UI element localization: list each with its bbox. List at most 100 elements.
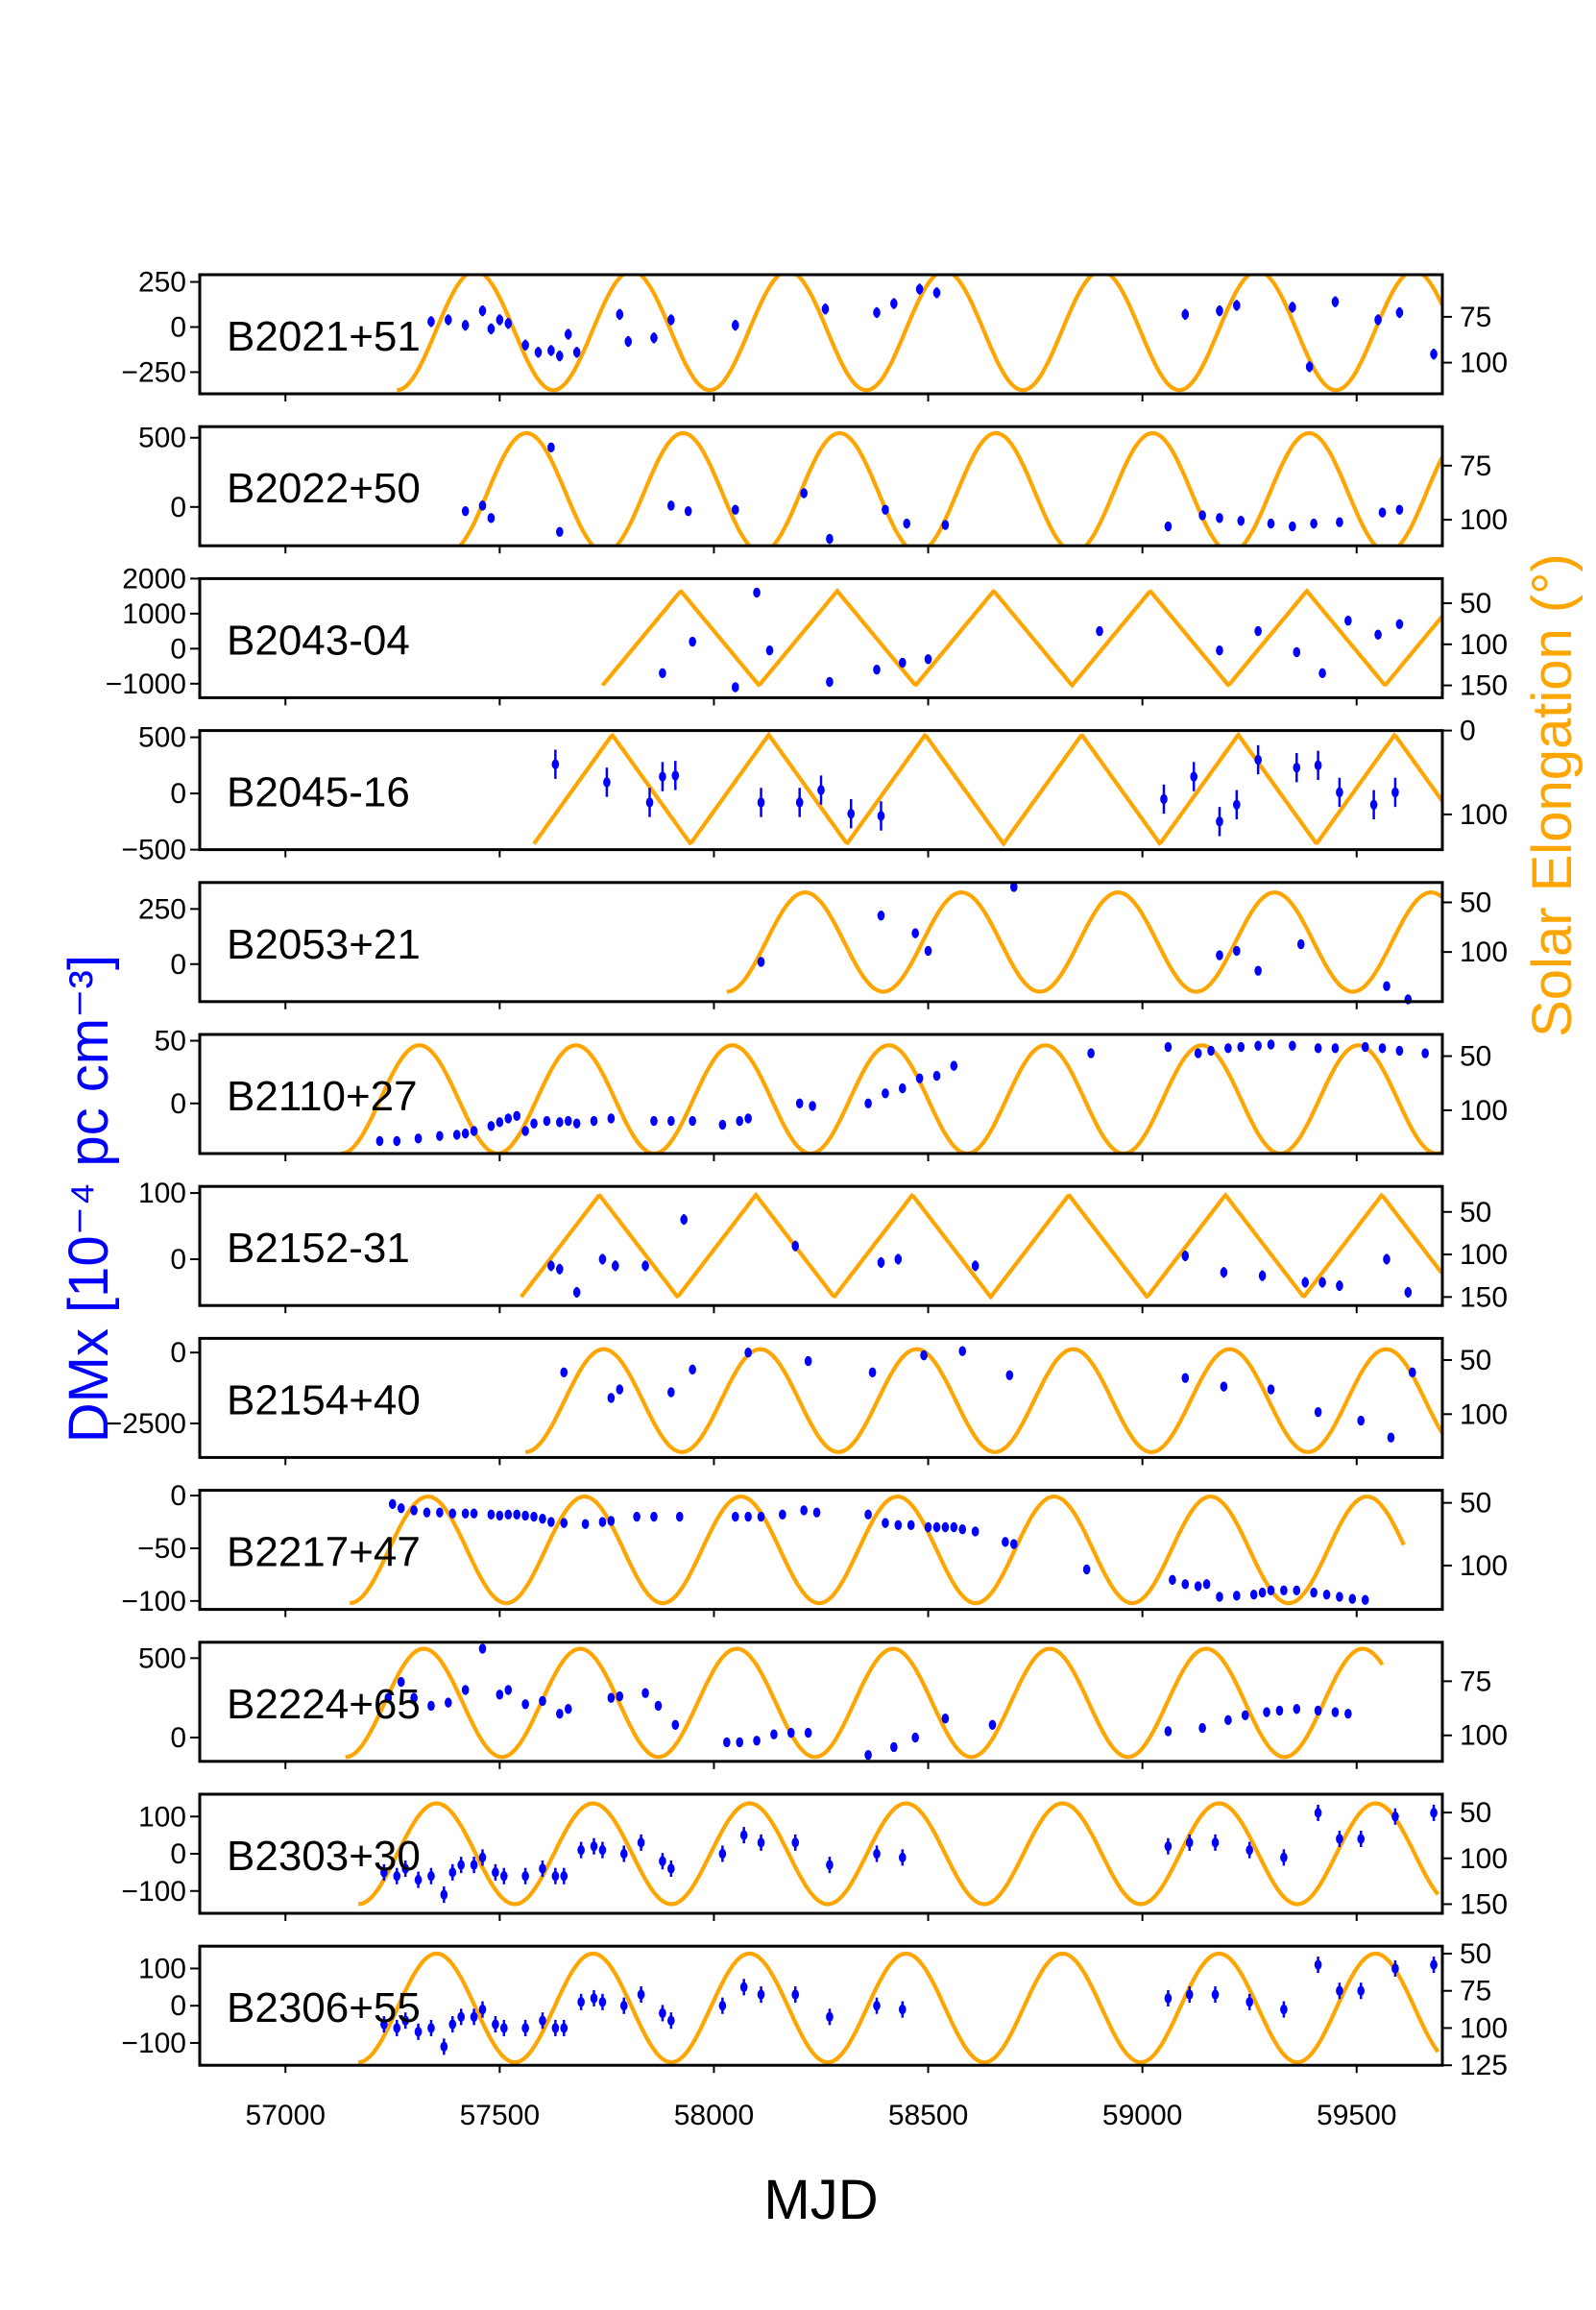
dmx-point [1233,799,1241,811]
panel-frame [198,1641,1444,1763]
dmx-point [1249,1590,1258,1600]
dmx-point [920,1350,928,1361]
dmx-point [911,1732,919,1743]
dmx-point [1331,1043,1340,1054]
dmx-point [873,1848,881,1860]
dmx-point [650,1115,658,1127]
dmx-point [689,636,696,647]
x-tick-label: 59500 [1317,2100,1396,2131]
dmx-point [633,1511,641,1522]
pulsar-name-label: B2217+47 [227,1529,421,1576]
pulsar-name-label: B2053+21 [227,921,421,968]
dmx-point [1198,1722,1206,1734]
dmx-point [375,1135,384,1147]
solar-elongation-line [726,889,1442,994]
dmx-point [393,1871,401,1882]
solar-elongation-line [349,1494,1406,1606]
dmx-point [659,1856,666,1866]
dmx-point [739,1982,748,1993]
dmx-point [500,1871,508,1882]
panel-frame [198,881,1444,1004]
dmx-point [1305,361,1314,373]
dmx-point [1293,763,1301,773]
dmx-point [607,1393,616,1403]
dmx-point [739,1830,748,1840]
dmx-point [423,1507,431,1518]
dmx-point [1395,504,1404,515]
dmx-point [530,1118,538,1129]
dmx-point [718,2001,727,2011]
dmx-point [894,1520,903,1531]
dmx-point [898,1082,907,1094]
panel-frame [198,1033,1444,1155]
dmx-point [932,1070,941,1082]
left-y-tick-label: −2500 [106,1408,186,1440]
dmx-point [461,1128,470,1139]
dmx-point [650,1511,658,1522]
x-tick-label: 58500 [888,2100,968,2131]
dmx-point [1314,760,1322,771]
dmx-point [461,320,470,330]
dmx-point [478,2004,487,2015]
dmx-point [882,504,889,515]
dmx-point [744,1511,752,1522]
dmx-point [1348,1593,1357,1604]
dmx-point [598,1844,607,1856]
dmx-point [572,347,581,357]
dmx-point [890,1741,898,1753]
left-y-tick-label: 0 [170,633,186,665]
dmx-point [457,2011,465,2023]
dmx-point [864,1098,872,1108]
dmx-point [671,1719,680,1730]
dmx-point [1378,507,1387,518]
dmx-point [1383,1253,1390,1265]
dmx-point [1336,1834,1343,1844]
dmx-point [388,1498,397,1510]
dmx-point [1202,1579,1211,1590]
dmx-point [1344,615,1352,626]
left-y-tick-label: 500 [138,1642,186,1674]
dmx-point [804,1727,812,1739]
dmx-point [868,1367,877,1378]
dmx-point [757,1511,765,1522]
x-tick-label: 58000 [674,2100,754,2131]
panel-frame [198,273,1444,396]
right-y-tick-label: 100 [1460,1550,1508,1582]
right-y-tick-label: 100 [1460,1843,1508,1875]
dmx-point [551,2023,560,2033]
dmx-point [873,2001,881,2011]
right-y-tick-label: 50 [1460,1197,1491,1228]
dmx-point [380,2019,388,2030]
left-y-tick-label: 0 [170,778,186,810]
left-y-tick-label: −50 [137,1533,186,1565]
dmx-point [804,1355,812,1367]
dmx-point [616,1384,624,1395]
dmx-point [971,1526,979,1537]
dmx-point [470,1508,478,1519]
solar-elongation-line [520,1191,1442,1301]
dmx-point [607,1692,616,1703]
dmx-point [547,345,555,356]
x-tick-label: 57500 [460,2100,540,2131]
solar-elongation-line [600,588,1442,689]
dmx-point [478,305,487,316]
dmx-point [414,1874,423,1885]
left-y-tick-label: −500 [121,835,186,866]
dmx-point [873,307,881,318]
dmx-point [1430,1959,1438,1970]
right-y-tick-label: 100 [1460,2012,1508,2044]
dmx-point [1254,1040,1262,1051]
dmx-point [1169,1574,1176,1586]
dmx-point [436,1131,444,1141]
dmx-point [572,1118,581,1129]
dmx-point [470,1126,478,1136]
pulsar-name-label: B2110+27 [227,1073,418,1120]
dmx-point [1383,981,1390,991]
pulsar-name-label: B2022+50 [227,465,421,512]
dmx-point [521,1699,529,1710]
dmx-point [667,2015,675,2026]
panel-b2152-31: 100 0 50 100 150 B2152-31 [138,1178,1508,1313]
dmx-point [616,309,624,320]
dmx-point [410,1505,418,1516]
